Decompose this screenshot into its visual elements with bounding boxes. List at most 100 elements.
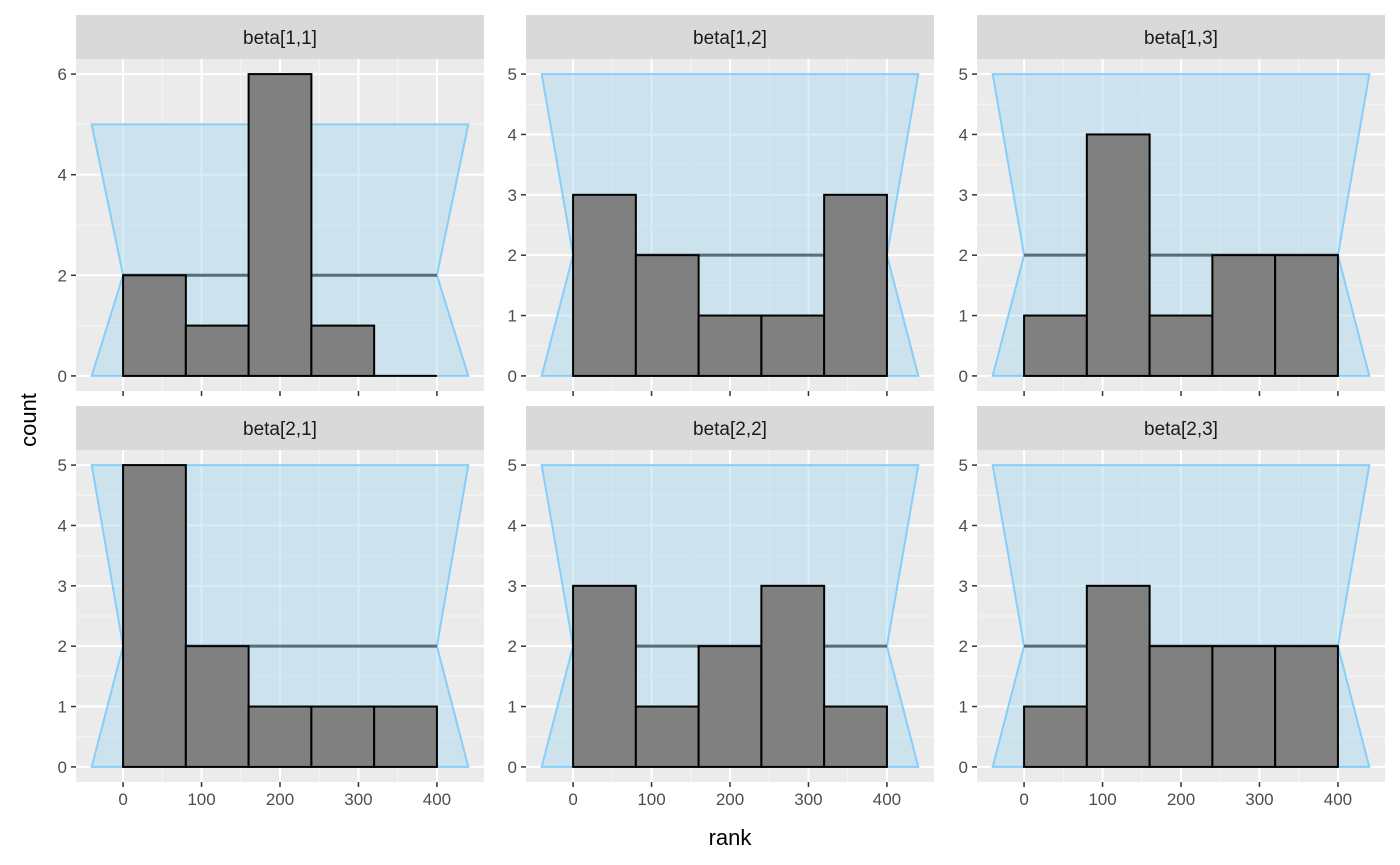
facet-strip xyxy=(526,15,934,59)
y-tick-label: 6 xyxy=(58,65,67,84)
y-tick-label: 3 xyxy=(58,577,67,596)
x-tick-label: 300 xyxy=(344,790,372,809)
x-tick-label: 400 xyxy=(873,790,901,809)
x-tick-label: 0 xyxy=(1019,790,1028,809)
facet-strip-label: beta[1,2] xyxy=(693,28,767,49)
facet-strip xyxy=(977,15,1385,59)
facet-strip xyxy=(76,15,484,59)
facet-strip xyxy=(526,406,934,450)
y-tick-label: 4 xyxy=(508,516,517,535)
y-tick-label: 5 xyxy=(508,65,517,84)
histogram-bar xyxy=(1085,133,1151,377)
y-tick-label: 3 xyxy=(959,577,968,596)
y-tick-label: 0 xyxy=(959,758,968,777)
histogram-bar xyxy=(572,193,637,377)
histogram-bar xyxy=(1211,645,1277,768)
histogram-bar xyxy=(1148,314,1214,377)
y-tick-label: 1 xyxy=(508,307,517,326)
y-tick-label: 3 xyxy=(508,577,517,596)
histogram-bar xyxy=(247,705,313,768)
y-tick-label: 1 xyxy=(508,698,517,717)
facet-strip xyxy=(977,406,1385,450)
histogram-bar xyxy=(1274,254,1339,377)
y-tick-label: 2 xyxy=(959,637,968,656)
y-tick-label: 5 xyxy=(508,456,517,475)
x-tick-label: 200 xyxy=(1167,790,1195,809)
y-tick-label: 2 xyxy=(58,266,67,285)
x-tick-label: 100 xyxy=(1088,790,1116,809)
y-tick-label: 5 xyxy=(58,456,67,475)
y-tick-label: 0 xyxy=(58,367,67,386)
histogram-bar xyxy=(760,584,826,768)
x-axis-title: rank xyxy=(709,825,753,850)
histogram-bar xyxy=(697,645,763,768)
histogram-bar xyxy=(634,254,700,377)
y-tick-label: 5 xyxy=(959,65,968,84)
facet-strip xyxy=(76,406,484,450)
x-tick-label: 200 xyxy=(266,790,294,809)
histogram-bar xyxy=(1211,254,1277,377)
x-tick-label: 400 xyxy=(1324,790,1352,809)
x-tick-label: 300 xyxy=(794,790,822,809)
y-tick-label: 0 xyxy=(508,758,517,777)
histogram-bar xyxy=(1023,705,1088,768)
histogram-bar xyxy=(310,324,376,377)
y-tick-label: 4 xyxy=(959,516,968,535)
histogram-bar xyxy=(310,705,376,768)
facet-strip-label: beta[1,3] xyxy=(1144,28,1218,49)
y-tick-label: 2 xyxy=(58,637,67,656)
histogram-bar xyxy=(1085,584,1151,768)
facet-strip-label: beta[2,3] xyxy=(1144,419,1218,440)
y-tick-label: 0 xyxy=(58,758,67,777)
y-tick-label: 4 xyxy=(959,125,968,144)
histogram-bar xyxy=(697,314,763,377)
y-tick-label: 5 xyxy=(959,456,968,475)
y-tick-label: 1 xyxy=(58,698,67,717)
facet-panel: beta[2,2] 0 1 2 3 4 5 0 100 200 300 400 xyxy=(508,406,934,809)
x-tick-label: 0 xyxy=(118,790,127,809)
histogram-bar xyxy=(373,705,438,768)
x-tick-label: 100 xyxy=(637,790,665,809)
histogram-bar xyxy=(122,464,187,768)
facet-panel: beta[2,3] 0 1 2 3 4 5 0 100 200 300 400 xyxy=(959,406,1385,809)
facet-strip-label: beta[2,1] xyxy=(243,419,317,440)
y-tick-label: 2 xyxy=(959,246,968,265)
y-tick-label: 1 xyxy=(959,698,968,717)
y-tick-label: 1 xyxy=(959,307,968,326)
histogram-bar xyxy=(1148,645,1214,768)
y-tick-label: 2 xyxy=(508,637,517,656)
y-tick-label: 4 xyxy=(58,516,67,535)
facet-strip-label: beta[2,2] xyxy=(693,419,767,440)
histogram-bar xyxy=(823,193,888,377)
histogram-bar xyxy=(823,705,888,768)
histogram-bar xyxy=(634,705,700,768)
histogram-bar xyxy=(1023,314,1088,377)
histogram-bar xyxy=(184,645,250,768)
x-tick-label: 200 xyxy=(716,790,744,809)
x-tick-label: 300 xyxy=(1245,790,1273,809)
facet-panel: beta[1,3] 0 1 2 3 4 5 xyxy=(959,15,1385,396)
y-tick-label: 0 xyxy=(508,367,517,386)
x-tick-label: 100 xyxy=(187,790,215,809)
y-tick-label: 4 xyxy=(58,166,67,185)
x-tick-label: 0 xyxy=(568,790,577,809)
histogram-bar xyxy=(184,324,250,377)
facet-strip-label: beta[1,1] xyxy=(243,28,317,49)
x-tick-label: 400 xyxy=(423,790,451,809)
y-axis-title: count xyxy=(16,393,41,447)
y-tick-label: 4 xyxy=(508,125,517,144)
facet-panel: beta[2,1] 0 1 2 3 4 5 0 100 200 300 400 xyxy=(58,406,484,809)
histogram-bar xyxy=(760,314,826,377)
histogram-bar xyxy=(122,274,187,377)
facet-panels: beta[1,1] 0 2 4 6 beta[1,2] 0 1 2 3 4 5 beta[1,3] 0 1 2… xyxy=(58,15,1385,809)
facet-panel: beta[1,1] 0 2 4 6 xyxy=(58,15,484,396)
histogram-bar xyxy=(572,584,637,768)
histogram-bar xyxy=(1274,645,1339,768)
y-tick-label: 0 xyxy=(959,367,968,386)
y-tick-label: 3 xyxy=(508,186,517,205)
histogram-bar xyxy=(247,73,313,377)
facet-panel: beta[1,2] 0 1 2 3 4 5 xyxy=(508,15,934,396)
y-tick-label: 3 xyxy=(959,186,968,205)
y-tick-label: 2 xyxy=(508,246,517,265)
